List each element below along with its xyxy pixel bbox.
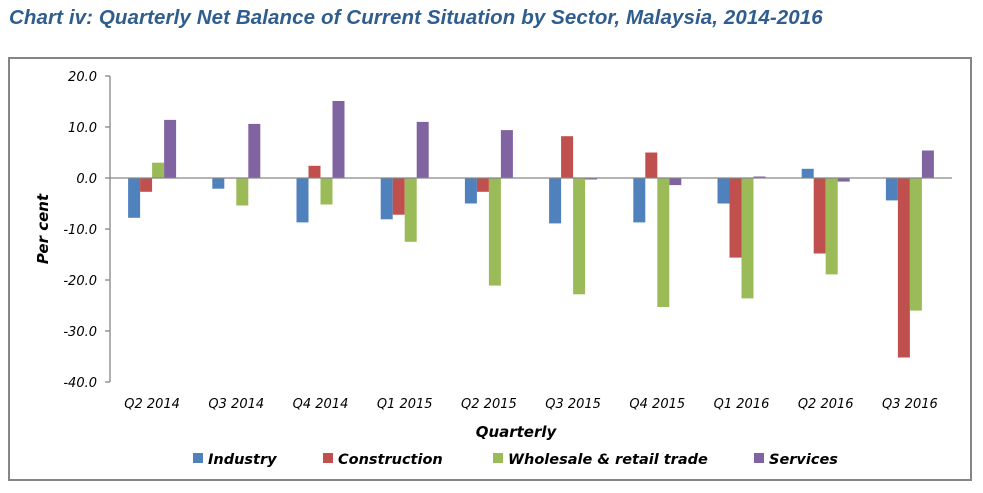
bar-construction-q3-2015 — [561, 136, 574, 178]
bar-wholesale-retail-trade-q4-2015 — [657, 178, 670, 307]
bar-industry-q2-2015 — [464, 178, 477, 204]
bar-construction-q3-2016 — [897, 178, 910, 358]
x-tick-label: Q2 2014 — [124, 397, 180, 412]
bar-wholesale-retail-trade-q1-2015 — [404, 178, 417, 242]
x-tick-labels: Q2 2014 Q3 2014 Q4 2014 Q1 2015 Q2 2015 Q3 20… — [124, 397, 938, 412]
legend-label: Services — [769, 452, 838, 468]
bar-services-q3-2016 — [921, 150, 934, 178]
legend-swatch — [323, 453, 333, 463]
bar-industry-q3-2016 — [885, 178, 898, 201]
chart-title: Chart iv: Quarterly Net Balance of Curre… — [9, 6, 823, 29]
legend-label: Industry — [208, 452, 277, 468]
x-tick-label: Q2 2015 — [461, 397, 517, 412]
bar-industry-q1-2015 — [380, 178, 393, 220]
bar-industry-q1-2016 — [717, 178, 730, 204]
legend-item-industry: Industry — [193, 452, 277, 468]
x-tick-label: Q2 2016 — [798, 397, 854, 412]
y-tick-label: -20.0 — [63, 274, 97, 289]
y-tick-label: -30.0 — [63, 325, 97, 340]
bar-industry-q2-2016 — [801, 168, 814, 178]
legend-label: Wholesale & retail trade — [508, 452, 708, 468]
bar-construction-q2-2014 — [140, 178, 153, 192]
y-tick-label: 10.0 — [68, 121, 97, 136]
bar-services-q3-2015 — [585, 178, 598, 180]
legend-swatch — [193, 453, 203, 463]
x-tick-label: Q4 2015 — [629, 397, 685, 412]
y-tick-labels: 20.0 10.0 0.0 -10.0 -20.0 -30.0 -40.0 — [63, 70, 97, 391]
bar-wholesale-retail-trade-q3-2015 — [573, 178, 586, 295]
legend: Industry Construction Wholesale & retail t… — [193, 452, 838, 468]
x-tick-label: Q3 2016 — [882, 397, 938, 412]
y-axis-title: Per cent — [34, 193, 52, 264]
bar-services-q2-2014 — [164, 119, 177, 178]
legend-label: Construction — [338, 452, 443, 468]
x-tick-label: Q1 2015 — [377, 397, 433, 412]
bar-construction-q2-2015 — [476, 178, 489, 192]
legend-swatch — [493, 453, 503, 463]
bar-construction-q4-2014 — [308, 165, 321, 178]
bar-industry-q4-2014 — [296, 178, 309, 223]
y-tick-label: 20.0 — [68, 70, 97, 85]
bar-services-q2-2016 — [837, 178, 850, 182]
legend-item-wholesale-retail-trade: Wholesale & retail trade — [493, 452, 708, 468]
x-tick-label: Q1 2016 — [714, 397, 770, 412]
bar-services-q4-2014 — [332, 101, 345, 178]
y-tick-label: 0.0 — [76, 172, 97, 187]
bar-wholesale-retail-trade-q4-2014 — [320, 178, 333, 205]
x-tick-label: Q4 2014 — [293, 397, 349, 412]
bar-industry-q4-2015 — [633, 178, 646, 223]
bar-services-q1-2016 — [753, 176, 766, 178]
bar-services-q1-2015 — [416, 121, 429, 178]
x-axis-title: Quarterly — [476, 423, 558, 441]
bar-industry-q3-2015 — [549, 178, 562, 224]
bar-industry-q3-2014 — [212, 178, 225, 189]
y-tick-label: -10.0 — [63, 223, 97, 238]
legend-item-services: Services — [754, 452, 838, 468]
bar-wholesale-retail-trade-q2-2016 — [825, 178, 838, 275]
bar-services-q3-2014 — [248, 123, 261, 178]
bar-construction-q1-2016 — [729, 178, 742, 258]
y-tick-label: -40.0 — [63, 376, 97, 391]
bars-layer — [128, 101, 934, 358]
bar-services-q4-2015 — [669, 178, 682, 186]
axes-layer — [105, 75, 952, 383]
bar-industry-q2-2014 — [128, 178, 141, 218]
bar-construction-q2-2016 — [813, 178, 826, 254]
bar-construction-q1-2015 — [392, 178, 405, 215]
bar-wholesale-retail-trade-q1-2016 — [741, 178, 754, 299]
bar-wholesale-retail-trade-q3-2016 — [909, 178, 922, 311]
bar-construction-q4-2015 — [645, 152, 658, 178]
bar-services-q2-2015 — [500, 130, 513, 178]
bar-wholesale-retail-trade-q2-2015 — [488, 178, 501, 286]
legend-item-construction: Construction — [323, 452, 443, 468]
legend-swatch — [754, 453, 764, 463]
x-tick-label: Q3 2014 — [208, 397, 264, 412]
x-tick-label: Q3 2015 — [545, 397, 601, 412]
bar-wholesale-retail-trade-q3-2014 — [236, 178, 249, 206]
bar-wholesale-retail-trade-q2-2014 — [152, 162, 165, 178]
